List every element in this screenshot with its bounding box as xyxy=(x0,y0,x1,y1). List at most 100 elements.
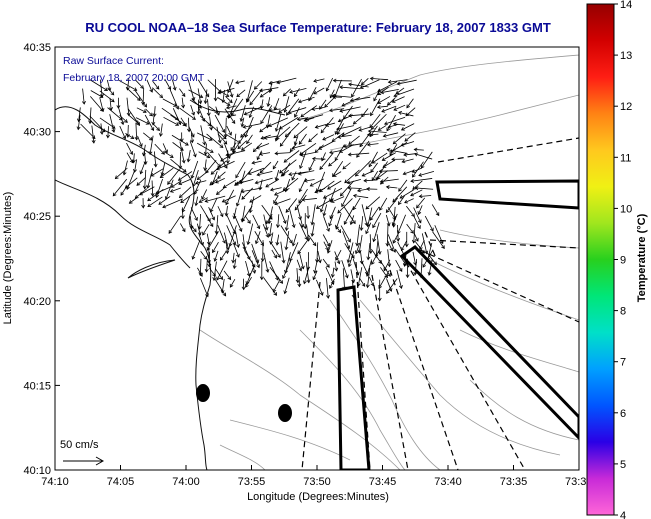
current-vector xyxy=(226,114,237,119)
current-vector xyxy=(154,143,165,155)
current-vector xyxy=(348,82,369,88)
current-vector xyxy=(385,197,398,214)
current-vector xyxy=(314,187,326,194)
current-vector xyxy=(339,180,355,197)
current-vector xyxy=(395,87,405,95)
current-vector xyxy=(112,178,128,197)
current-vector xyxy=(421,233,429,255)
current-vector xyxy=(248,106,254,119)
colorbar-tick-label: 13 xyxy=(620,50,632,62)
current-vector xyxy=(349,96,371,103)
current-vector xyxy=(243,106,263,116)
current-vector xyxy=(303,213,308,230)
current-vector xyxy=(268,117,288,128)
current-vector xyxy=(383,116,406,126)
current-vector xyxy=(370,113,387,130)
x-tick-label: 74:00 xyxy=(172,476,200,488)
current-vector xyxy=(217,133,228,145)
current-vector xyxy=(386,278,393,292)
current-vector xyxy=(322,258,330,268)
current-vector xyxy=(134,90,147,108)
current-vector xyxy=(329,278,335,289)
current-vector xyxy=(414,152,433,160)
current-vector xyxy=(413,147,424,152)
current-vector xyxy=(263,135,279,140)
current-vector xyxy=(251,160,262,165)
current-vector xyxy=(179,107,196,120)
current-vector xyxy=(126,87,141,101)
current-vector xyxy=(137,135,143,148)
current-vector xyxy=(396,224,401,242)
current-vector xyxy=(276,77,297,85)
current-vector xyxy=(203,159,208,172)
current-vector xyxy=(348,135,360,145)
current-vector xyxy=(346,242,354,264)
current-vector xyxy=(387,79,408,84)
current-vector xyxy=(434,225,444,245)
current-vector xyxy=(226,225,237,246)
current-vector xyxy=(288,207,296,229)
current-vector xyxy=(304,114,324,121)
current-vector xyxy=(254,177,273,185)
current-vector xyxy=(153,151,158,168)
current-vector xyxy=(244,215,251,224)
current-vector xyxy=(196,170,209,181)
current-vector xyxy=(249,89,263,106)
current-vector xyxy=(128,197,138,204)
current-vector xyxy=(360,77,369,86)
current-vector xyxy=(240,187,262,194)
current-vector xyxy=(88,107,93,125)
current-vector xyxy=(180,117,187,127)
current-vector xyxy=(427,258,433,276)
current-vector xyxy=(366,142,379,147)
current-vector xyxy=(213,79,218,102)
current-vector xyxy=(303,267,310,285)
current-vector xyxy=(168,215,182,234)
current-vector xyxy=(371,249,380,265)
current-vector xyxy=(410,178,433,183)
current-vector xyxy=(76,114,81,131)
current-vector xyxy=(225,105,237,110)
current-vector xyxy=(164,78,172,91)
current-vector xyxy=(400,240,408,252)
current-vector xyxy=(352,258,360,276)
x-axis-label: Longitude (Degrees:Minutes) xyxy=(247,491,389,503)
x-axis-ticks: 74:10 74:05 74:00 73:55 73:50 73:45 73:40 73:35… xyxy=(41,465,586,488)
scale-label: 50 cm/s xyxy=(60,439,99,451)
current-vector xyxy=(224,205,229,217)
y-tick-label: 40:25 xyxy=(23,211,51,223)
current-vector xyxy=(208,207,216,221)
current-vector xyxy=(303,178,315,183)
current-vector xyxy=(225,150,246,157)
current-vector xyxy=(416,197,426,209)
current-vector xyxy=(196,132,213,141)
current-vector xyxy=(322,234,331,247)
current-vector xyxy=(215,160,235,171)
current-vector xyxy=(170,180,182,188)
current-vector xyxy=(256,150,262,161)
current-vector xyxy=(346,179,361,185)
current-vector xyxy=(259,260,264,281)
current-vector xyxy=(396,270,403,289)
current-vector xyxy=(369,276,375,287)
current-vector xyxy=(245,260,251,277)
current-vector xyxy=(391,157,405,162)
current-vector xyxy=(170,158,187,173)
current-vector xyxy=(372,212,382,229)
buoy-marker xyxy=(278,404,292,422)
current-vector xyxy=(230,142,237,151)
current-vector xyxy=(378,270,390,289)
current-vector xyxy=(295,268,300,284)
current-vector xyxy=(214,114,226,133)
current-vector xyxy=(310,222,315,237)
current-vector xyxy=(344,169,360,184)
current-vector xyxy=(263,252,270,273)
current-vector xyxy=(217,87,235,95)
current-vector xyxy=(288,171,309,177)
current-vector xyxy=(343,206,355,225)
current-vector xyxy=(135,117,150,125)
current-vector xyxy=(212,261,217,281)
current-vector xyxy=(296,259,303,272)
current-vector xyxy=(237,140,247,150)
current-vector xyxy=(291,171,297,181)
